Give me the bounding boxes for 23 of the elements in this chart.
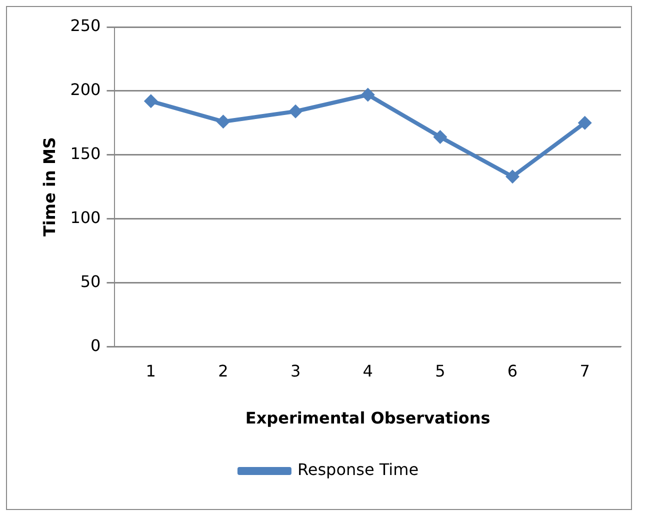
point: [506, 170, 520, 184]
y-tick-label: 100: [70, 208, 101, 227]
point: [216, 114, 230, 129]
x-tick-label: 2: [218, 361, 228, 380]
y-tick-label: 200: [70, 80, 101, 100]
y-tick-label: 150: [70, 144, 101, 163]
y-axis-title: Time in MS: [40, 137, 59, 236]
x-axis-title: Experimental Observations: [245, 408, 490, 428]
x-tick-label: 5: [435, 361, 446, 380]
y-tick-label: 0: [90, 336, 101, 355]
x-tick-label: 4: [362, 361, 373, 380]
point: [288, 104, 303, 118]
point: [360, 88, 375, 102]
x-tick-label: 1: [146, 361, 156, 380]
point: [433, 130, 448, 144]
x-tick-label: 7: [580, 361, 590, 380]
x-tick-label: 3: [290, 361, 301, 380]
point: [578, 116, 592, 130]
point: [144, 94, 158, 108]
y-tick-label: 250: [70, 16, 101, 36]
legend-label: Response Time: [297, 460, 419, 480]
x-tick-label: 6: [507, 361, 518, 380]
y-tick-label: 50: [80, 272, 101, 291]
